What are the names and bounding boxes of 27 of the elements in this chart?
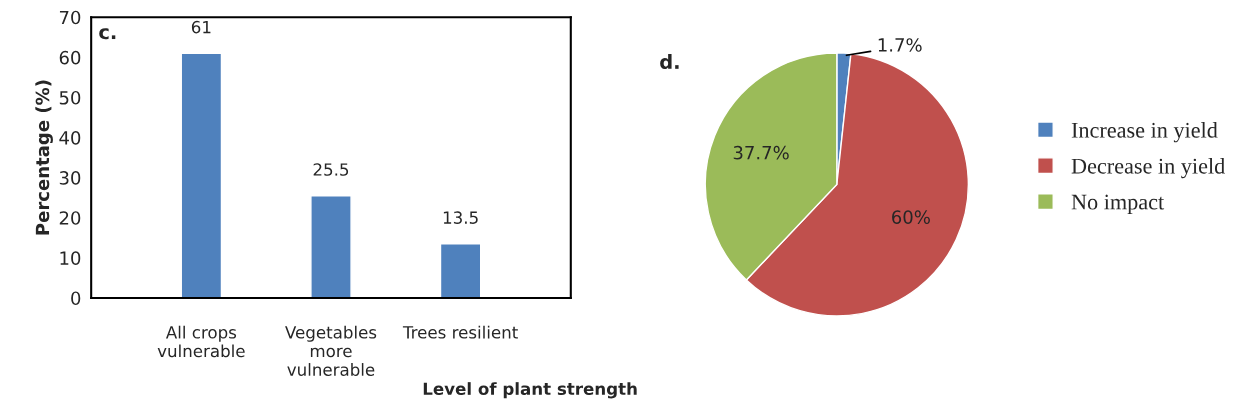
data-label: 1.7%: [878, 38, 922, 52]
legend-label: Decrease in yield: [1071, 158, 1225, 179]
bar: [180, 52, 223, 298]
bar: [439, 243, 482, 298]
y-tick-label: 50: [59, 90, 81, 105]
y-axis-title: Percentage (%): [35, 80, 53, 235]
x-axis-title: Level of plant strength: [423, 382, 637, 399]
bar: [310, 194, 352, 298]
chart-title: c.: [99, 28, 116, 40]
x-tick-label: All crops vulnerable: [157, 325, 245, 358]
text: d.: [660, 54, 679, 70]
y-tick-label: 0: [71, 291, 81, 306]
legend-label: Increase in yield: [1071, 122, 1218, 143]
y-tick-label: 60: [59, 50, 81, 65]
data-label: 25.5: [313, 163, 349, 176]
data-label: 13.5: [443, 211, 478, 224]
x-tick-label: Trees resilient: [402, 325, 518, 339]
x-tick-label: Vegetables more vulnerable: [285, 325, 377, 376]
data-label: 60%: [892, 210, 930, 224]
data-label: 37.7%: [733, 145, 789, 160]
y-tick-label: 20: [59, 211, 81, 225]
y-tick-label: 30: [59, 171, 81, 185]
y-tick-label: 40: [59, 131, 81, 145]
data-label: 61: [191, 20, 211, 34]
y-tick-label: 70: [59, 10, 81, 25]
legend-label: No impact: [1071, 194, 1165, 215]
y-tick-label: 10: [60, 251, 81, 265]
